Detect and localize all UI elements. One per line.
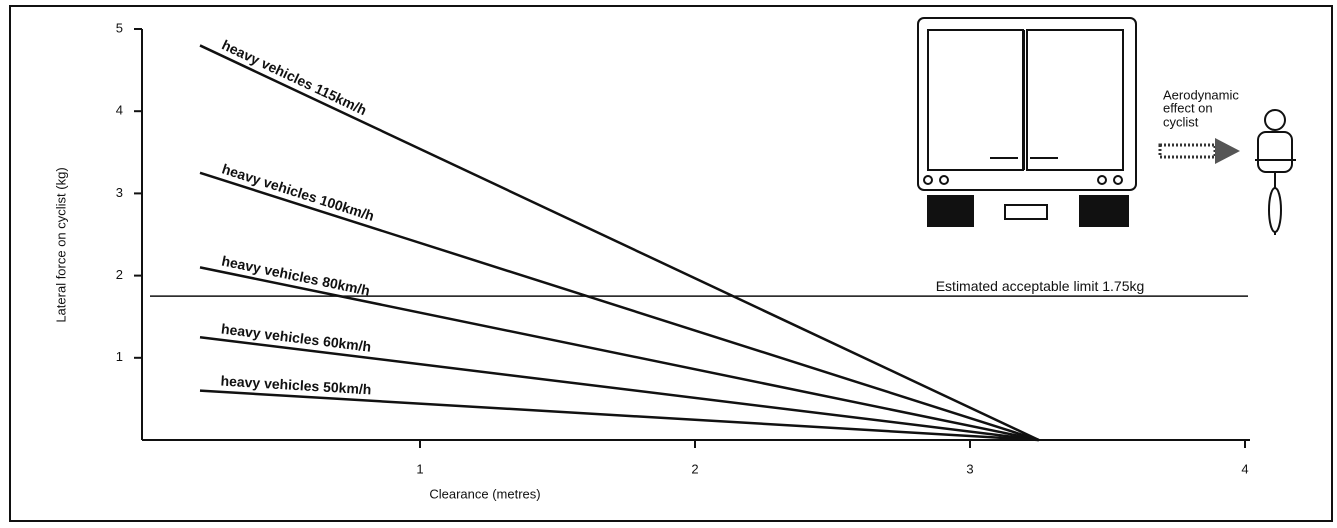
reference-label: Estimated acceptable limit 1.75kg [936, 278, 1145, 294]
y-tick-label: 2 [116, 267, 123, 282]
chart: Clearance (metres) Lateral force on cycl… [0, 0, 1337, 528]
truck-illustration [918, 18, 1136, 226]
wind-arrow [1160, 138, 1240, 164]
y-tick-label: 3 [116, 185, 123, 200]
x-tick-label: 4 [1241, 461, 1248, 476]
y-tick-label: 1 [116, 349, 123, 364]
y-tick-label: 5 [116, 20, 123, 35]
series-label: heavy vehicles 115km/h [220, 36, 370, 118]
cyclist-illustration [1255, 110, 1296, 235]
annotation: cyclist [1163, 114, 1199, 129]
x-axis-label: Clearance (metres) [429, 486, 540, 501]
x-tick-label: 3 [966, 461, 973, 476]
y-axis-label: Lateral force on cyclist (kg) [53, 167, 68, 322]
y-tick-label: 4 [116, 103, 123, 118]
x-tick-label: 1 [416, 461, 423, 476]
series-line [200, 173, 1039, 440]
x-tick-label: 2 [691, 461, 698, 476]
series-label: heavy vehicles 100km/h [220, 161, 376, 224]
annotation: effect on [1163, 100, 1213, 115]
